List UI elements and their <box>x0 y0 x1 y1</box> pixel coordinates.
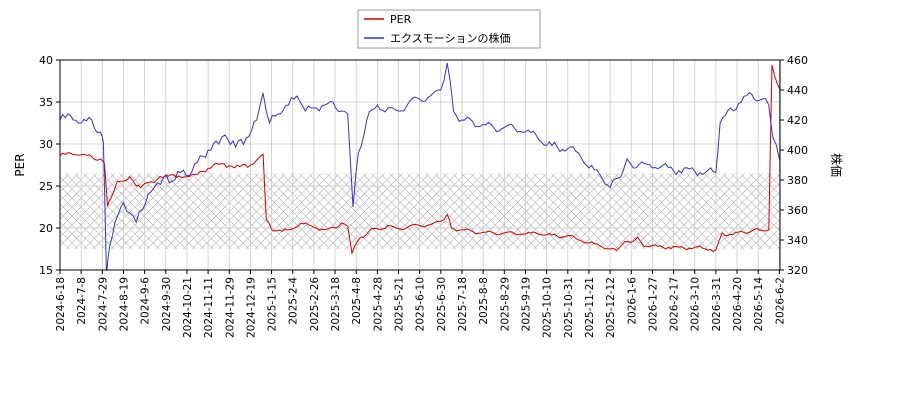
series-layer <box>60 62 780 270</box>
x-tick-label: 2025-10-31 <box>563 277 575 338</box>
x-tick-label: 2025-12-12 <box>605 277 617 338</box>
legend-price-label: エクスモーションの株価 <box>390 31 510 45</box>
y-right-tick-label: 400 <box>787 144 808 157</box>
y-right-tick-label: 460 <box>787 54 808 67</box>
x-tick-label: 2024-12-19 <box>245 277 257 338</box>
y-right-tick-label: 380 <box>787 174 808 187</box>
x-tick-label: 2026-3-31 <box>711 277 723 331</box>
x-tick-label: 2024-7-8 <box>76 277 88 325</box>
x-tick-label: 2024-9-6 <box>140 277 152 325</box>
x-tick-label: 2025-6-30 <box>436 277 448 331</box>
x-tick-label: 2025-7-18 <box>457 277 469 331</box>
x-tick-label: 2024-8-19 <box>118 277 130 331</box>
x-tick-label: 2024-11-29 <box>224 277 236 338</box>
legend-box <box>357 9 541 49</box>
y-right-tick-label: 440 <box>787 84 808 97</box>
x-tick-label: 2025-3-18 <box>330 277 342 331</box>
y-left-tick-label: 40 <box>39 54 53 67</box>
x-tick-label: 2025-4-28 <box>372 277 384 331</box>
legend: PER エクスモーションの株価 <box>357 9 541 49</box>
right-axis: 320 340 360 380 400 420 440 460 <box>780 54 808 277</box>
price-series-line <box>60 62 780 270</box>
x-tick-label: 2025-2-4 <box>288 277 300 325</box>
y-right-tick-label: 340 <box>787 234 808 247</box>
x-tick-label: 2026-5-14 <box>753 277 765 332</box>
x-tick-label: 2025-6-10 <box>415 277 427 331</box>
y-right-tick-label: 420 <box>787 114 808 127</box>
x-axis: 2024-6-18 2024-7-8 2024-7-29 2024-8-19 2024-… <box>55 270 786 338</box>
y-axis-right-label: 株価 <box>829 153 844 177</box>
x-tick-label: 2026-6-2 <box>774 277 786 325</box>
x-tick-label: 2026-3-10 <box>690 277 702 331</box>
x-tick-label: 2025-8-29 <box>499 277 511 331</box>
x-tick-label: 2026-4-20 <box>732 277 744 331</box>
x-tick-label: 2025-2-26 <box>309 277 321 332</box>
y-right-tick-label: 320 <box>787 264 808 277</box>
y-left-tick-label: 25 <box>39 180 53 193</box>
y-right-tick-label: 360 <box>787 204 808 217</box>
x-tick-label: 2025-5-21 <box>394 277 406 331</box>
x-tick-label: 2025-10-10 <box>542 277 554 338</box>
y-axis-left-label: PER <box>13 153 27 176</box>
x-tick-label: 2025-9-19 <box>520 277 532 331</box>
x-tick-label: 2024-11-11 <box>203 277 215 338</box>
x-tick-label: 2025-4-8 <box>351 277 363 325</box>
x-tick-label: 2026-2-17 <box>669 277 681 331</box>
y-left-tick-label: 30 <box>39 138 53 151</box>
per-series-line <box>60 64 780 256</box>
x-tick-label: 2025-1-15 <box>267 277 279 331</box>
x-tick-label: 2025-8-8 <box>478 277 490 325</box>
x-tick-label: 2026-1-6 <box>626 277 638 325</box>
left-axis: 15 20 25 30 35 40 <box>39 54 60 277</box>
x-tick-label: 2025-11-21 <box>584 277 596 338</box>
y-left-tick-label: 20 <box>39 222 53 235</box>
x-tick-label: 2024-10-21 <box>182 277 194 338</box>
y-left-tick-label: 15 <box>39 264 53 277</box>
y-left-tick-label: 35 <box>39 96 53 109</box>
legend-per-label: PER <box>390 13 412 26</box>
x-tick-label: 2024-7-29 <box>97 277 109 331</box>
x-tick-label: 2024-9-30 <box>161 277 173 331</box>
x-tick-label: 2024-6-18 <box>55 277 67 331</box>
x-tick-label: 2026-1-27 <box>647 277 659 331</box>
